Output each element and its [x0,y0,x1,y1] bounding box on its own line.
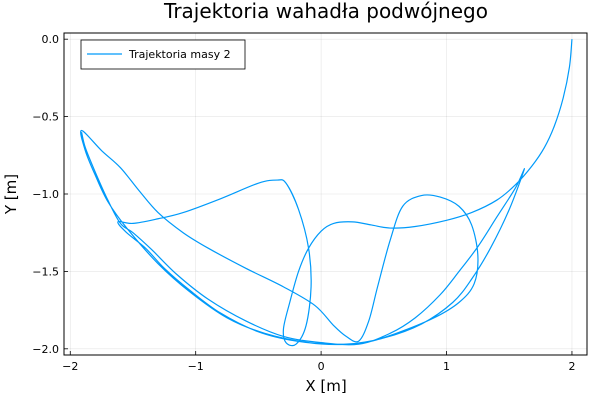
x-axis-ticks: −2 −1 0 1 2 [62,351,575,373]
y-tick-label: 0.0 [42,33,60,46]
grid [64,33,587,355]
legend-label: Trajektoria masy 2 [128,48,231,61]
x-axis-label: X [m] [305,377,346,395]
legend: Trajektoria masy 2 [80,39,246,70]
x-tick-label: −2 [62,360,78,373]
y-axis-label: Y [m] [2,174,20,215]
y-tick-label: −1.0 [32,188,59,201]
y-axis-ticks: 0.0 −0.5 −1.0 −1.5 −2.0 [32,33,68,356]
x-tick-label: 2 [568,360,575,373]
chart-title: Trajektoria wahadła podwójnego [163,0,488,23]
y-tick-label: −1.5 [32,265,59,278]
series-line-trajektoria-masy-2 [80,39,573,347]
x-tick-label: 0 [318,360,325,373]
x-tick-label: 1 [443,360,450,373]
x-tick-label: −1 [188,360,204,373]
series-layer [80,39,573,347]
y-tick-label: −0.5 [32,111,59,124]
y-tick-label: −2.0 [32,343,59,356]
